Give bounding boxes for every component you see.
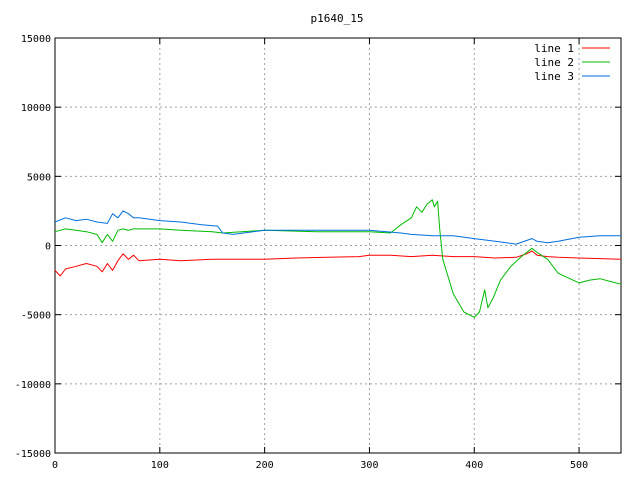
x-tick-label: 300 (360, 460, 378, 471)
x-tick-label: 200 (256, 460, 274, 471)
x-tick-label: 400 (465, 460, 483, 471)
x-tick-label: 500 (570, 460, 588, 471)
axis-ticks: 0 100 200 300 400 500 -15000 -10000 -5000 0 5000 10… (15, 34, 621, 471)
y-tick-label: 10000 (21, 103, 51, 114)
legend-label: line 3 (534, 70, 574, 83)
legend-label: line 1 (534, 42, 574, 55)
series-line-3 (54, 210, 621, 245)
y-tick-label: -5000 (21, 311, 51, 322)
y-tick-label: -10000 (15, 380, 51, 391)
chart-title: p1640_15 (311, 12, 364, 25)
x-tick-label: 100 (151, 460, 169, 471)
x-tick-label: 0 (52, 460, 58, 471)
legend-label: line 2 (534, 56, 574, 69)
y-tick-label: 0 (45, 242, 51, 253)
series-line-2 (54, 199, 622, 318)
y-tick-label: 5000 (27, 172, 51, 183)
y-tick-label: -15000 (15, 449, 51, 460)
grid-lines (55, 38, 621, 453)
y-tick-label: 15000 (21, 34, 51, 45)
series-line-1 (54, 250, 622, 277)
series-layer (54, 199, 622, 318)
